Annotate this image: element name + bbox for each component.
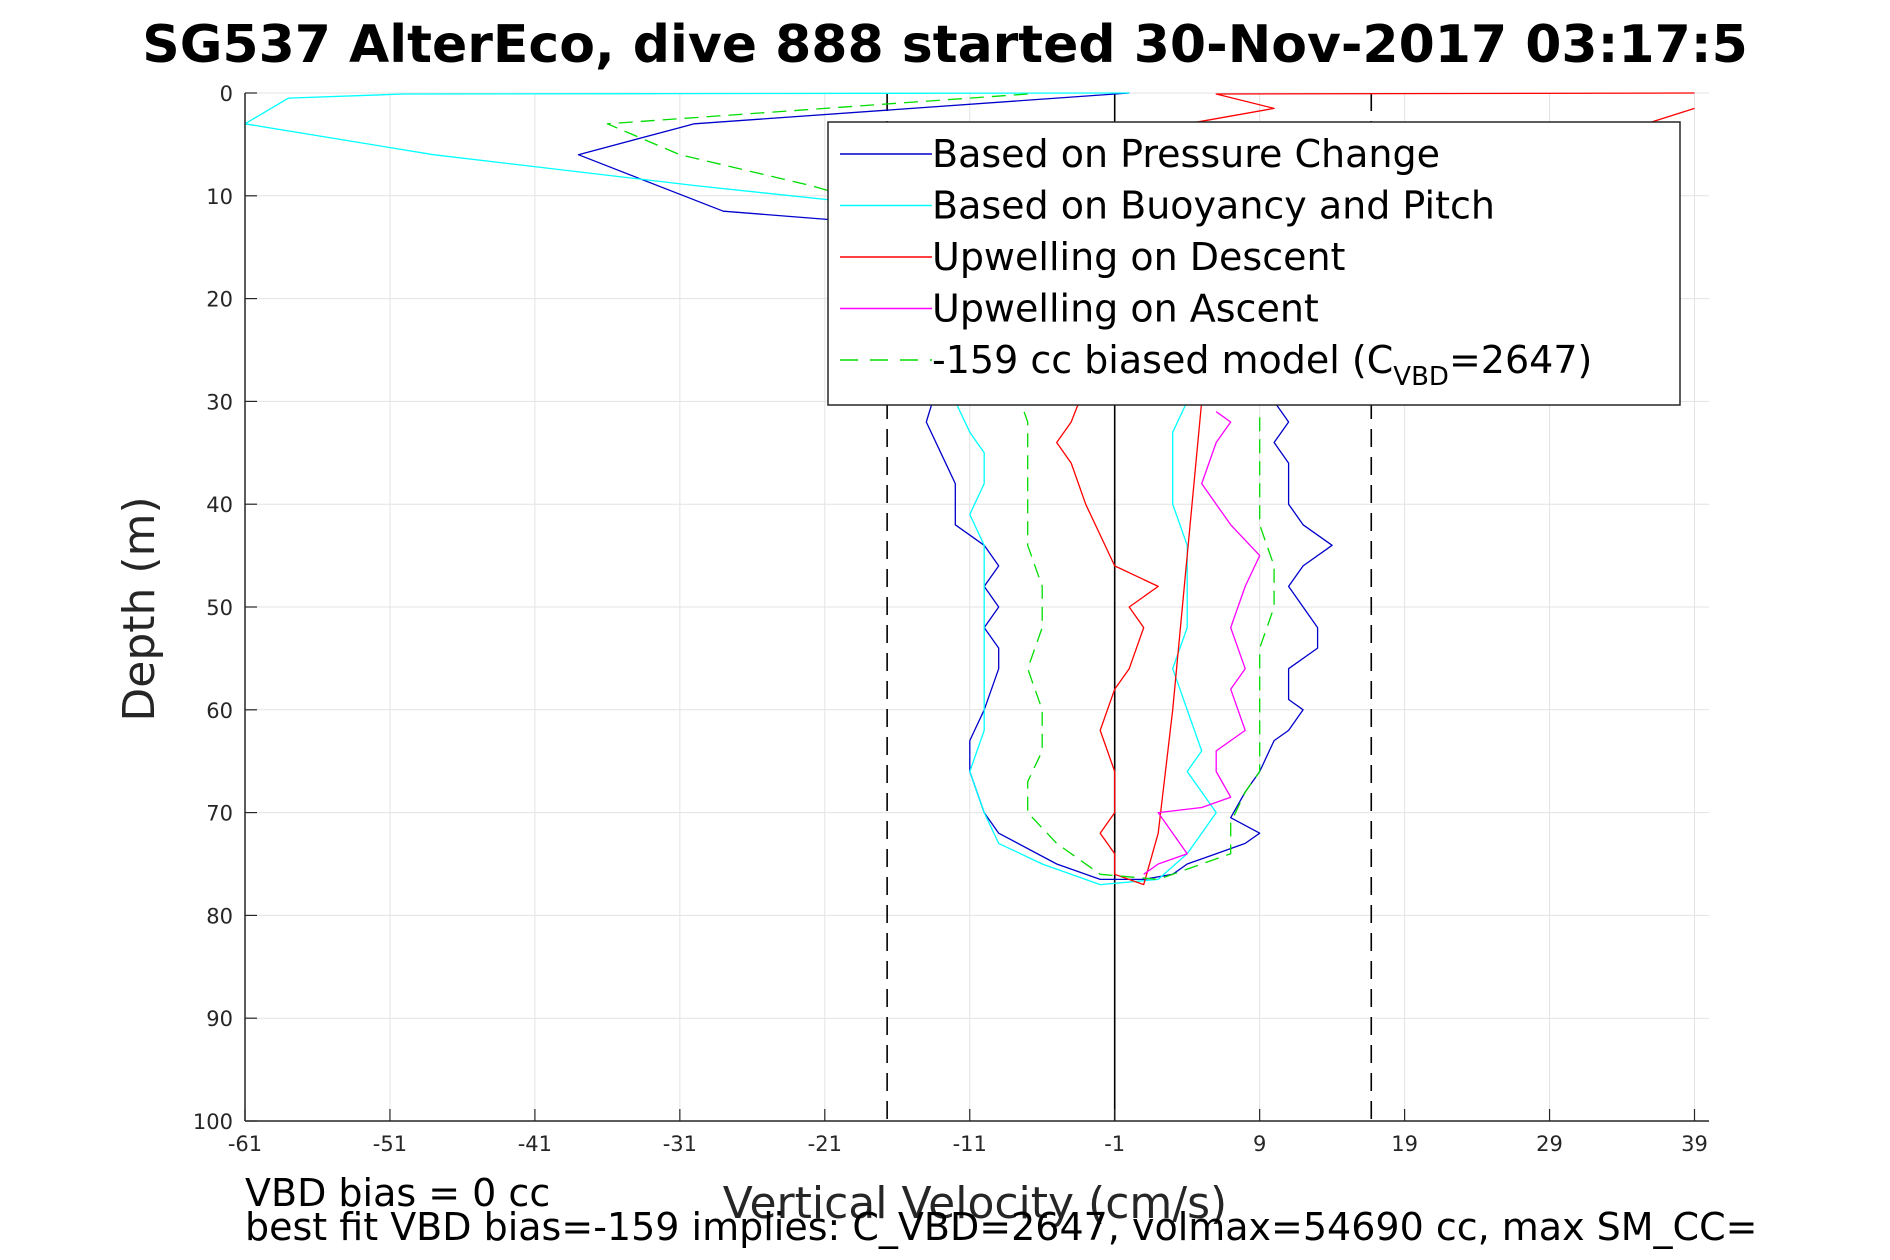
series-line-1 (577, 92, 1333, 881)
x-tick-label: -1 (1104, 1132, 1125, 1156)
x-tick-label: -51 (373, 1132, 407, 1156)
y-tick-label: 50 (206, 596, 233, 620)
x-axis-label: Vertical Velocity (cm/s) (723, 1178, 1227, 1229)
x-tick-label: -31 (663, 1132, 697, 1156)
y-axis-label: Depth (m) (114, 496, 165, 721)
footer-vbd-bias: VBD bias = 0 cc (245, 1171, 550, 1215)
y-tick-label: 40 (206, 493, 233, 517)
axes (244, 92, 1709, 1122)
chart-title: SG537 AlterEco, dive 888 started 30-Nov-… (142, 15, 1748, 75)
y-tick-label: 80 (206, 904, 233, 928)
y-tick-label: 70 (206, 802, 233, 826)
x-tick-label: -11 (953, 1132, 987, 1156)
x-tick-label: 39 (1681, 1132, 1708, 1156)
footer-best-fit: best fit VBD bias=-159 implies: C_VBD=26… (245, 1205, 1757, 1249)
x-tick-label: -41 (518, 1132, 552, 1156)
legend-entry: Upwelling on Ascent (932, 287, 1319, 331)
x-tick-label: -61 (228, 1132, 262, 1156)
legend: Based on Pressure Change Based on Buoyanc… (827, 121, 1681, 406)
y-tick-label: 0 (220, 82, 233, 106)
y-tick-label: 90 (206, 1007, 233, 1031)
x-tick-label: 29 (1536, 1132, 1563, 1156)
legend-entry: -159 cc biased model (CVBD=2647) (932, 338, 1592, 392)
tick-labels: -61 -51 -41 -31 -21 -11 -1 9 19 29 39 0 10 20 30 40 50 60… (193, 82, 1708, 1156)
series-line-4 (1143, 411, 1261, 875)
y-tick-label: 100 (193, 1110, 233, 1134)
legend-entry: Based on Buoyancy and Pitch (932, 184, 1495, 228)
y-tick-label: 20 (206, 288, 233, 312)
x-tick-label: 9 (1253, 1132, 1266, 1156)
legend-entry: Based on Pressure Change (932, 132, 1440, 176)
y-tick-label: 30 (206, 390, 233, 414)
legend-entry: Upwelling on Descent (932, 235, 1345, 279)
x-tick-label: 19 (1391, 1132, 1418, 1156)
x-tick-label: -21 (808, 1132, 842, 1156)
series-line-3 (1056, 92, 1695, 886)
y-tick-label: 10 (206, 185, 233, 209)
legend-box (827, 121, 1681, 406)
y-tick-label: 60 (206, 699, 233, 723)
